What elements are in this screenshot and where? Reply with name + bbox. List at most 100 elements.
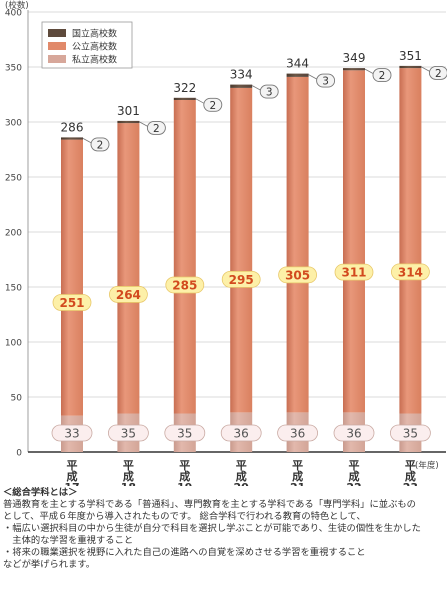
- private-value-pill: [220, 424, 262, 442]
- x-tick-label: 平: [292, 459, 303, 472]
- public-value-pill: [52, 294, 92, 311]
- legend-swatch: [48, 42, 66, 50]
- bar-public: [173, 100, 196, 414]
- total-label: 301: [117, 104, 140, 118]
- bar-national: [343, 68, 365, 71]
- x-tick-label: 成: [349, 469, 360, 483]
- public-value-label: 264: [116, 288, 141, 302]
- x-tick-label: 成: [67, 469, 78, 483]
- x-tick-label: 22: [346, 481, 361, 486]
- national-value-label: 3: [266, 87, 273, 99]
- national-value-pill: [428, 65, 447, 80]
- private-value-pill: [108, 424, 149, 442]
- notes-line: ・将来の職業選択を視野に入れた自己の進路への自覚を深めさせる学習を重視すること: [3, 547, 366, 558]
- national-value-label: 2: [209, 100, 216, 112]
- y-tick-label: 400: [5, 9, 22, 19]
- data-labels: 2862513323012643523222853523342953633443…: [51, 49, 447, 442]
- total-label: 322: [173, 81, 196, 95]
- private-value-pill: [277, 424, 319, 442]
- x-tick-label: 20: [234, 481, 250, 486]
- total-label: 349: [343, 51, 366, 65]
- x-unit-label: (年度): [415, 460, 439, 471]
- y-tick-label: 350: [5, 64, 22, 74]
- national-value-label: 2: [435, 68, 442, 80]
- public-value-pill: [165, 276, 205, 294]
- school-count-chart: 050100150200250300350400(校数)(年度)平成17平成18…: [5, 0, 447, 486]
- legend-swatch: [48, 29, 66, 37]
- private-value-label: 33: [64, 427, 79, 441]
- private-value-pill: [51, 424, 93, 442]
- bar-national: [61, 137, 83, 140]
- bar-public: [286, 76, 309, 413]
- national-value-label: 2: [153, 123, 160, 135]
- x-tick-label: 19: [177, 481, 192, 486]
- public-value-pill: [390, 263, 430, 281]
- total-label: 344: [286, 57, 309, 71]
- y-tick-label: 150: [5, 284, 22, 294]
- public-value-pill: [278, 266, 318, 284]
- national-value-pill: [146, 120, 166, 135]
- notes-line: などが挙げられます。: [3, 559, 96, 570]
- national-value-pill: [259, 84, 279, 99]
- x-tick-label: 平: [179, 459, 190, 472]
- national-value-label: 2: [97, 139, 104, 151]
- y-tick-label: 100: [5, 339, 22, 349]
- x-tick-label: 平: [67, 459, 78, 472]
- bar-national: [117, 120, 140, 124]
- legend-label: 国立高校数: [72, 28, 117, 40]
- notes-line: ・幅広い選択科目の中から生徒が自分で科目を選択し学ぶことが可能であり、生徒の個性…: [3, 523, 421, 534]
- x-tick-label: 成: [405, 469, 416, 483]
- total-label: 351: [399, 49, 422, 63]
- y-tick-label: 50: [11, 394, 23, 404]
- private-value-label: 35: [177, 427, 192, 441]
- bar-public: [399, 68, 422, 414]
- x-tick-label: 成: [292, 469, 303, 483]
- national-value-label: 3: [322, 76, 329, 88]
- public-value-pill: [109, 286, 148, 303]
- private-value-pill: [164, 424, 206, 442]
- public-value-label: 285: [172, 278, 197, 292]
- bar-public: [230, 87, 253, 413]
- public-value-label: 251: [59, 296, 84, 310]
- y-tick-label: 200: [5, 229, 22, 239]
- total-label: 334: [230, 68, 253, 82]
- national-value-label: 2: [379, 70, 386, 82]
- y-tick-label: 0: [16, 449, 22, 459]
- public-value-pill: [221, 270, 261, 288]
- private-value-pill: [389, 424, 431, 442]
- bar-national: [399, 65, 422, 69]
- bar-national: [173, 97, 196, 100]
- notes-line: 主体的な学習を重視すること: [3, 535, 134, 546]
- public-value-label: 311: [341, 266, 366, 280]
- public-value-label: 295: [229, 273, 254, 287]
- notes-line: として、平成６年度から導入されたものです。 総合学科で行われる教育の特色として、: [3, 511, 366, 522]
- x-tick-label: 23: [403, 481, 418, 486]
- private-value-label: 36: [234, 427, 249, 441]
- x-tick-label: 18: [121, 481, 136, 486]
- notes-section: ＜総合学科とは＞ 普通教育を主とする学科である「普通科」、専門教育を主とする学科…: [3, 487, 445, 571]
- national-value-pill: [372, 68, 392, 83]
- bar-public: [117, 123, 140, 414]
- x-tick-label: 平: [123, 459, 134, 472]
- private-value-label: 35: [403, 427, 418, 441]
- y-tick-label: 250: [5, 174, 22, 184]
- legend-label: 私立高校数: [72, 54, 117, 66]
- public-value-label: 305: [285, 268, 310, 282]
- x-tick-label: 平: [349, 459, 360, 472]
- public-value-label: 314: [398, 265, 423, 279]
- y-unit-label: (校数): [5, 0, 29, 11]
- x-tick-label: 成: [123, 469, 134, 483]
- y-tick-label: 300: [5, 119, 22, 129]
- x-tick-label: 平: [236, 459, 247, 472]
- bar-national: [286, 73, 309, 77]
- x-tick-label: 成: [179, 469, 190, 483]
- bar-public: [343, 70, 365, 413]
- private-value-label: 35: [121, 427, 136, 441]
- private-value-label: 36: [346, 427, 361, 441]
- legend-label: 公立高校数: [72, 41, 117, 53]
- bar-national: [230, 84, 253, 88]
- x-tick-label: 平: [405, 459, 416, 472]
- bar-public: [61, 139, 83, 416]
- x-tick-label: 21: [290, 481, 305, 486]
- x-tick-label: 成: [236, 469, 247, 483]
